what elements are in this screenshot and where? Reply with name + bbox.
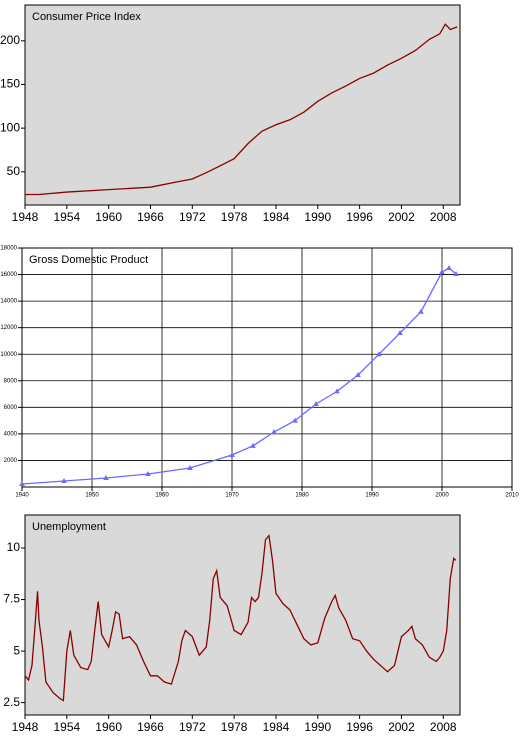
x-tick-label: 2008 [430, 210, 457, 224]
x-tick-label: 1990 [304, 210, 331, 224]
x-tick-label: 1948 [12, 720, 39, 734]
x-tick-label: 2002 [388, 210, 415, 224]
x-tick-label: 1966 [137, 720, 164, 734]
data-marker [229, 452, 235, 458]
y-tick-label: 2000 [4, 458, 18, 464]
chart-title: Consumer Price Index [32, 11, 141, 23]
x-tick-label: 1972 [179, 210, 206, 224]
y-tick-label: 18000 [0, 246, 17, 252]
data-marker [250, 442, 256, 448]
x-tick-label: 1948 [12, 210, 39, 224]
x-tick-label: 1940 [15, 493, 29, 499]
y-tick-label: 5 [13, 643, 20, 657]
y-tick-label: 12000 [0, 325, 17, 331]
x-tick-label: 1960 [95, 720, 122, 734]
x-tick-label: 2008 [430, 720, 457, 734]
x-tick-label: 1954 [53, 210, 80, 224]
y-tick-label: 200 [0, 33, 20, 47]
x-tick-label: 1996 [346, 210, 373, 224]
data-marker [446, 265, 452, 271]
data-line [25, 23, 458, 196]
y-tick-label: 6000 [4, 405, 18, 411]
data-marker [292, 417, 298, 423]
data-marker [439, 269, 445, 275]
x-tick-label: 2000 [435, 493, 449, 499]
data-marker [313, 401, 319, 407]
y-tick-label: 10 [7, 540, 21, 554]
x-tick-label: 1996 [346, 720, 373, 734]
y-tick-label: 8000 [4, 378, 18, 384]
x-tick-label: 1978 [221, 210, 248, 224]
x-tick-label: 2010 [505, 493, 519, 499]
data-marker [61, 477, 67, 483]
data-marker [19, 480, 25, 486]
data-marker [271, 429, 277, 435]
x-tick-label: 1984 [263, 720, 290, 734]
data-marker [453, 270, 459, 276]
y-tick-label: 100 [0, 120, 20, 134]
y-tick-label: 4000 [4, 431, 18, 437]
x-tick-label: 1990 [365, 493, 379, 499]
data-marker [418, 308, 424, 314]
x-tick-label: 1960 [155, 493, 169, 499]
x-tick-label: 1972 [179, 720, 206, 734]
data-marker [103, 474, 109, 480]
x-tick-label: 1984 [263, 210, 290, 224]
data-marker [187, 464, 193, 470]
plot-area [24, 4, 461, 206]
chart-title: Gross Domestic Product [29, 254, 148, 266]
y-tick-label: 2.5 [3, 695, 20, 709]
plot-area [21, 247, 513, 488]
x-tick-label: 1954 [53, 720, 80, 734]
y-tick-label: 14000 [0, 299, 17, 305]
data-marker [334, 388, 340, 394]
y-tick-label: 7.5 [3, 592, 20, 606]
data-marker [376, 351, 382, 357]
data-marker [397, 330, 403, 336]
chart-title: Unemployment [32, 521, 106, 533]
x-tick-label: 1990 [304, 720, 331, 734]
data-marker [145, 471, 151, 477]
data-marker [355, 372, 361, 378]
x-tick-label: 1966 [137, 210, 164, 224]
plot-area [24, 514, 461, 716]
x-tick-label: 1950 [85, 493, 99, 499]
x-tick-label: 1960 [95, 210, 122, 224]
y-tick-label: 10000 [0, 352, 17, 358]
x-tick-label: 1978 [221, 720, 248, 734]
x-tick-label: 1970 [225, 493, 239, 499]
data-line [21, 267, 457, 485]
x-tick-label: 2002 [388, 720, 415, 734]
y-tick-label: 150 [0, 77, 20, 91]
x-tick-label: 1980 [295, 493, 309, 499]
y-tick-label: 16000 [0, 272, 17, 278]
y-tick-label: 50 [7, 164, 21, 178]
data-line [24, 534, 457, 702]
